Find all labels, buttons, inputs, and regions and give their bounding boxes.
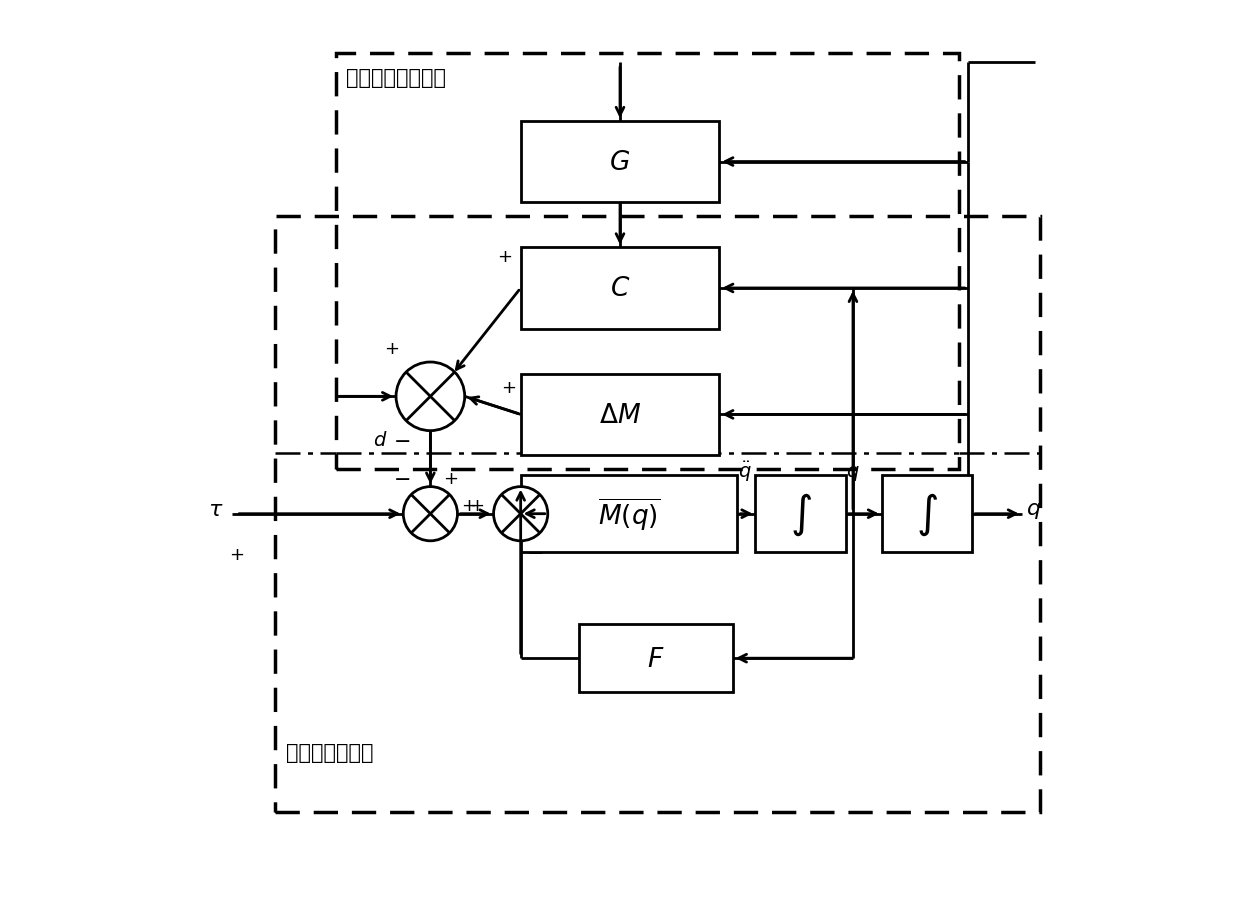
Text: $+$: $+$ [384, 340, 399, 358]
Text: $+$: $+$ [501, 379, 516, 397]
Text: $-$: $-$ [393, 468, 410, 488]
Text: $+$: $+$ [496, 248, 512, 266]
Bar [521, 374, 719, 456]
Text: $+$: $+$ [461, 496, 476, 514]
Circle shape [494, 487, 548, 541]
Circle shape [396, 363, 465, 431]
Text: $-$: $-$ [526, 542, 543, 562]
Text: $d$: $d$ [372, 430, 387, 450]
Bar [579, 624, 733, 693]
Circle shape [403, 487, 458, 541]
Text: $C$: $C$ [610, 276, 630, 301]
Text: $-$: $-$ [393, 430, 410, 450]
Bar [882, 476, 972, 552]
Text: 线性解耦子系统: 线性解耦子系统 [286, 742, 373, 762]
Text: $+$: $+$ [470, 496, 485, 514]
Text: $\ddot{q}$: $\ddot{q}$ [738, 458, 751, 483]
Text: $\dot{q}$: $\dot{q}$ [846, 458, 859, 483]
Bar [755, 476, 846, 552]
Text: $\int$: $\int$ [790, 491, 812, 538]
Text: 非线性耦合了系统: 非线性耦合了系统 [346, 68, 446, 87]
Text: $q$: $q$ [1025, 499, 1042, 520]
Text: $+$: $+$ [228, 546, 244, 564]
Text: $\Delta M$: $\Delta M$ [599, 402, 641, 428]
Bar [521, 122, 719, 203]
Bar [275, 216, 1040, 812]
Text: $F$: $F$ [647, 646, 665, 671]
Text: $+$: $+$ [443, 469, 458, 487]
Bar [521, 476, 738, 552]
Text: $\overline{M(q)}$: $\overline{M(q)}$ [598, 496, 660, 532]
Bar [336, 54, 959, 469]
Text: $\tau$: $\tau$ [208, 499, 223, 520]
Text: $\int$: $\int$ [916, 491, 937, 538]
Bar [521, 248, 719, 329]
Text: $G$: $G$ [609, 150, 631, 175]
